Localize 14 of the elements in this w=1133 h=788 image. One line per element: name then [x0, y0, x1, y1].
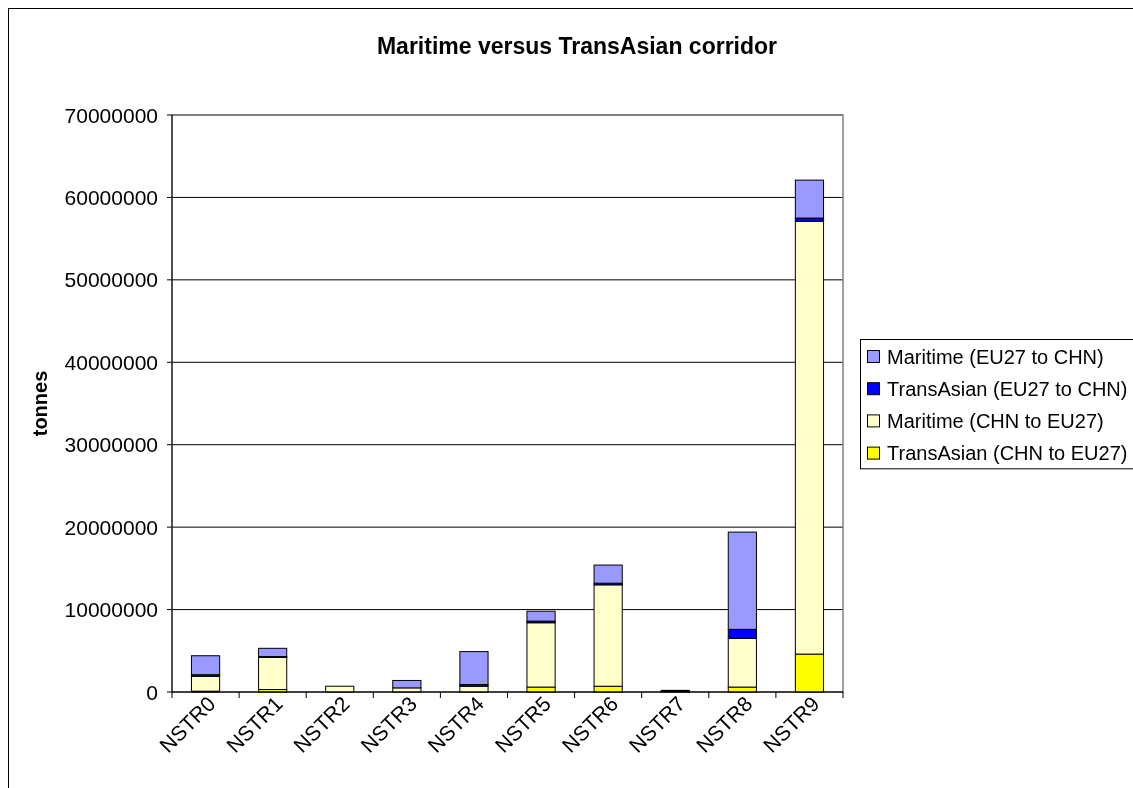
chart-title: Maritime versus TransAsian corridor [376, 33, 778, 59]
y-tick-label: 30000000 [64, 433, 158, 457]
legend-label: TransAsian (CHN to EU27) [887, 442, 1128, 465]
legend-label: TransAsian (EU27 to CHN) [887, 377, 1128, 400]
y-tick-label: 40000000 [64, 350, 158, 374]
legend-label: Maritime (EU27 to CHN) [887, 345, 1104, 368]
y-tick-label: 0 [146, 680, 158, 704]
y-tick-label: 10000000 [64, 598, 158, 622]
y-axis-title: tonnes [29, 370, 51, 437]
y-tick-label: 20000000 [64, 515, 158, 539]
y-tick-label: 60000000 [64, 185, 158, 209]
legend-label: Maritime (CHN to EU27) [887, 409, 1104, 432]
y-tick-label: 70000000 [64, 103, 158, 127]
y-tick-label: 50000000 [64, 268, 158, 292]
